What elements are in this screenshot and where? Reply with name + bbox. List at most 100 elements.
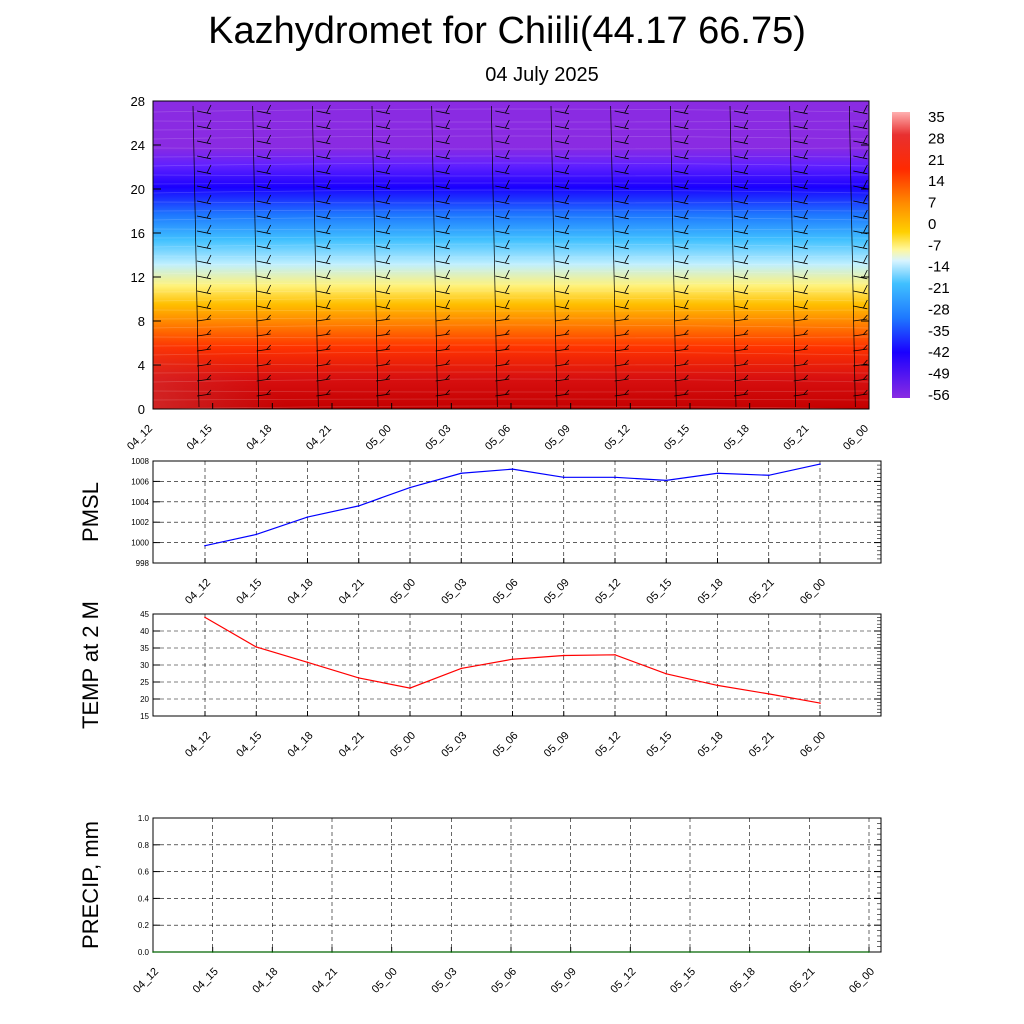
wind-barb bbox=[316, 333, 331, 337]
xtick-label: 05_12 bbox=[593, 577, 623, 607]
wind-barb bbox=[256, 393, 271, 397]
wind-barb-staff bbox=[431, 105, 439, 408]
wind-barb bbox=[614, 125, 629, 130]
wind-barb-flag bbox=[683, 224, 689, 234]
ytick-label: 25 bbox=[140, 678, 149, 687]
wind-barb bbox=[554, 348, 570, 352]
wind-barb-flag bbox=[266, 134, 272, 144]
wind-barb-flag bbox=[862, 194, 868, 204]
wind-barb bbox=[853, 275, 868, 280]
wind-barb bbox=[435, 305, 450, 310]
wind-barb-flag bbox=[684, 389, 689, 395]
wind-barb-flag bbox=[325, 209, 331, 219]
wind-barb-flag bbox=[862, 104, 868, 114]
wind-barb bbox=[495, 125, 510, 130]
wind-barb-flag bbox=[326, 359, 331, 365]
wind-barb bbox=[793, 110, 808, 115]
wind-barb-flag bbox=[326, 329, 331, 335]
wind-barb bbox=[614, 110, 629, 115]
wind-barb-flag bbox=[743, 374, 749, 380]
wind-barb-flag bbox=[564, 314, 570, 320]
wind-barb bbox=[256, 155, 271, 160]
wind-barb-flag bbox=[385, 344, 391, 350]
wind-barb-flag bbox=[684, 374, 689, 380]
ytick-label: 30 bbox=[140, 661, 149, 670]
wind-barb-flag bbox=[445, 209, 451, 219]
wind-barb bbox=[614, 215, 629, 220]
wind-barb-flag bbox=[385, 134, 391, 144]
wind-barb bbox=[733, 110, 749, 115]
wind-barb bbox=[554, 393, 570, 397]
wind-barb bbox=[554, 275, 570, 280]
wind-barb bbox=[435, 260, 450, 265]
wind-barb bbox=[853, 185, 868, 190]
data-point bbox=[331, 951, 333, 953]
wind-barb-flag bbox=[683, 134, 689, 144]
contour-line bbox=[153, 363, 869, 366]
ytick-label: 1006 bbox=[131, 477, 149, 486]
wind-barb-flag bbox=[743, 269, 749, 279]
colorbar: 35 28 21 14 7 0 -7 -14 -21 -28 -35 -42 -49 -56 bbox=[892, 109, 950, 404]
contour-line bbox=[153, 174, 869, 177]
wind-barb bbox=[614, 200, 629, 205]
wind-barb bbox=[853, 125, 868, 130]
wind-barb bbox=[733, 245, 749, 250]
wind-barb-flag bbox=[266, 389, 271, 395]
wind-barb-flag bbox=[206, 374, 212, 380]
wind-barb bbox=[435, 140, 450, 145]
wind-barb bbox=[435, 363, 450, 367]
colorbar-label: -56 bbox=[928, 387, 950, 404]
wind-barb-flag bbox=[862, 284, 868, 294]
panel-frame bbox=[152, 460, 882, 564]
wind-barb-flag bbox=[504, 224, 510, 234]
wind-barb-staff bbox=[669, 105, 677, 408]
wind-barb-flag bbox=[325, 104, 331, 114]
wind-barb bbox=[435, 170, 450, 175]
wind-barb-flag bbox=[385, 104, 391, 114]
wind-barb bbox=[853, 318, 868, 322]
wind-barb bbox=[793, 125, 808, 130]
wind-barb bbox=[733, 393, 749, 397]
wind-barb bbox=[793, 378, 808, 382]
wind-barb-flag bbox=[863, 374, 868, 380]
wind-barb-flag bbox=[266, 164, 272, 174]
wind-barb bbox=[196, 348, 212, 352]
wind-barb bbox=[375, 393, 391, 397]
wind-barb-flag bbox=[504, 299, 510, 309]
wind-barb-flag bbox=[445, 134, 451, 144]
xtick-label: 05_06 bbox=[491, 730, 521, 760]
colorbar-label: 21 bbox=[928, 152, 945, 169]
ytick-label: 15 bbox=[140, 712, 149, 721]
wind-barb-flag bbox=[624, 344, 629, 350]
wind-barb-flag bbox=[504, 164, 510, 174]
ytick-label: 0.2 bbox=[138, 921, 150, 930]
heatmap-xtick-label: 05_09 bbox=[543, 423, 573, 453]
wind-barb bbox=[196, 170, 212, 175]
contour-line bbox=[153, 290, 869, 293]
wind-barb bbox=[853, 260, 868, 265]
wind-barb bbox=[674, 333, 689, 337]
ytick-label: 0.0 bbox=[138, 948, 150, 957]
wind-barb-flag bbox=[863, 329, 868, 335]
wind-barb-flag bbox=[803, 179, 809, 189]
wind-barb-flag bbox=[206, 299, 212, 309]
data-point bbox=[511, 468, 514, 470]
wind-barb bbox=[674, 140, 689, 145]
wind-barb-flag bbox=[743, 344, 749, 350]
ytick-label: 0.8 bbox=[138, 841, 150, 850]
wind-barb-flag bbox=[266, 149, 272, 159]
colorbar-label: -49 bbox=[928, 366, 950, 383]
wind-barb bbox=[316, 290, 331, 295]
wind-barb-flag bbox=[505, 344, 510, 350]
wind-barb bbox=[495, 378, 510, 382]
wind-barb-flag bbox=[325, 284, 331, 294]
wind-barb bbox=[614, 333, 629, 337]
wind-barb-flag bbox=[743, 104, 749, 114]
wind-barb-flag bbox=[206, 179, 212, 189]
wind-barb bbox=[793, 348, 808, 352]
wind-barb bbox=[733, 318, 749, 322]
contour-line bbox=[153, 243, 869, 248]
xtick-label: 04_12 bbox=[183, 730, 213, 760]
data-point bbox=[629, 951, 632, 953]
